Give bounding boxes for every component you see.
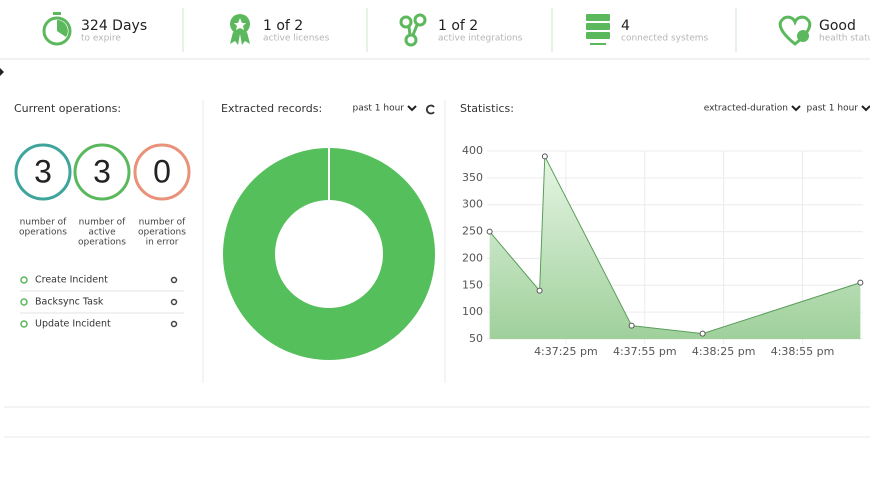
x-tick-label: 4:38:55 pm bbox=[771, 345, 835, 358]
stat-value: 1 of 2 bbox=[263, 18, 303, 34]
y-tick-label: 150 bbox=[462, 278, 483, 291]
operation-item: Backsync Task bbox=[35, 297, 104, 308]
x-tick-label: 4:38:25 pm bbox=[692, 345, 756, 358]
side-arrow bbox=[0, 68, 4, 76]
chevron bbox=[791, 105, 801, 112]
operation-item: Update Incident bbox=[35, 319, 111, 330]
point bbox=[541, 153, 548, 160]
y-tick-label: 100 bbox=[462, 305, 483, 318]
panel-title: Extracted records: bbox=[221, 102, 322, 115]
counter-value: 0 bbox=[153, 153, 171, 189]
status-dot bbox=[20, 276, 28, 284]
range-select[interactable]: past 1 hour bbox=[806, 104, 858, 114]
y-tick-label: 400 bbox=[462, 144, 483, 157]
stat-label: health status bbox=[819, 34, 870, 44]
counter-label: operations bbox=[138, 228, 186, 238]
panel-title: Current operations: bbox=[14, 102, 121, 115]
status-dot bbox=[20, 320, 28, 328]
chevron bbox=[407, 105, 417, 112]
stat-value: 1 of 2 bbox=[438, 18, 478, 34]
line bbox=[489, 154, 861, 335]
y-tick-label: 50 bbox=[469, 332, 483, 345]
point bbox=[628, 322, 635, 329]
counter-label: operations bbox=[78, 238, 126, 248]
point bbox=[486, 228, 493, 235]
chevron bbox=[861, 105, 870, 112]
stat-value: 324 Days bbox=[81, 18, 147, 34]
counter-ring bbox=[14, 143, 72, 201]
counter-value: 3 bbox=[93, 153, 111, 189]
counter-ring bbox=[133, 143, 191, 201]
header-separators bbox=[182, 8, 737, 52]
action-dot bbox=[170, 298, 178, 306]
area bbox=[489, 156, 861, 339]
stat-label: connected systems bbox=[621, 34, 709, 44]
counter-label: operations bbox=[19, 228, 67, 238]
point bbox=[536, 287, 543, 294]
x-tick-label: 4:37:25 pm bbox=[534, 345, 598, 358]
counter-label: in error bbox=[146, 238, 179, 248]
refresh-icon[interactable] bbox=[425, 104, 435, 115]
stat-label: active licenses bbox=[263, 34, 330, 44]
header-icons bbox=[42, 12, 812, 47]
status-dot bbox=[20, 298, 28, 306]
panel-title: Statistics: bbox=[460, 102, 514, 115]
y-tick-label: 350 bbox=[462, 171, 483, 184]
stat-value: Good bbox=[819, 18, 856, 34]
x-tick-label: 4:37:55 pm bbox=[613, 345, 677, 358]
counter-label: number of bbox=[20, 218, 67, 228]
counter-label: number of bbox=[79, 218, 126, 228]
y-tick-label: 300 bbox=[462, 198, 483, 211]
stat-value: 4 bbox=[621, 18, 630, 34]
stat-label: active integrations bbox=[438, 34, 523, 44]
counter-label: active bbox=[88, 228, 116, 238]
y-tick-label: 250 bbox=[462, 225, 483, 238]
range-select[interactable]: past 1 hour bbox=[352, 104, 404, 114]
y-tick-label: 200 bbox=[462, 251, 483, 264]
counter-ring bbox=[73, 143, 131, 201]
counter-value: 3 bbox=[34, 153, 52, 189]
point bbox=[699, 330, 706, 337]
point bbox=[857, 279, 864, 286]
panel-borders bbox=[4, 100, 870, 438]
stat-label: to expire bbox=[81, 34, 121, 44]
action-dot bbox=[170, 276, 178, 284]
counter-label: number of bbox=[139, 218, 186, 228]
operation-item: Create Incident bbox=[35, 275, 108, 286]
action-dot bbox=[170, 320, 178, 328]
metric-select[interactable]: extracted-duration bbox=[704, 104, 788, 114]
